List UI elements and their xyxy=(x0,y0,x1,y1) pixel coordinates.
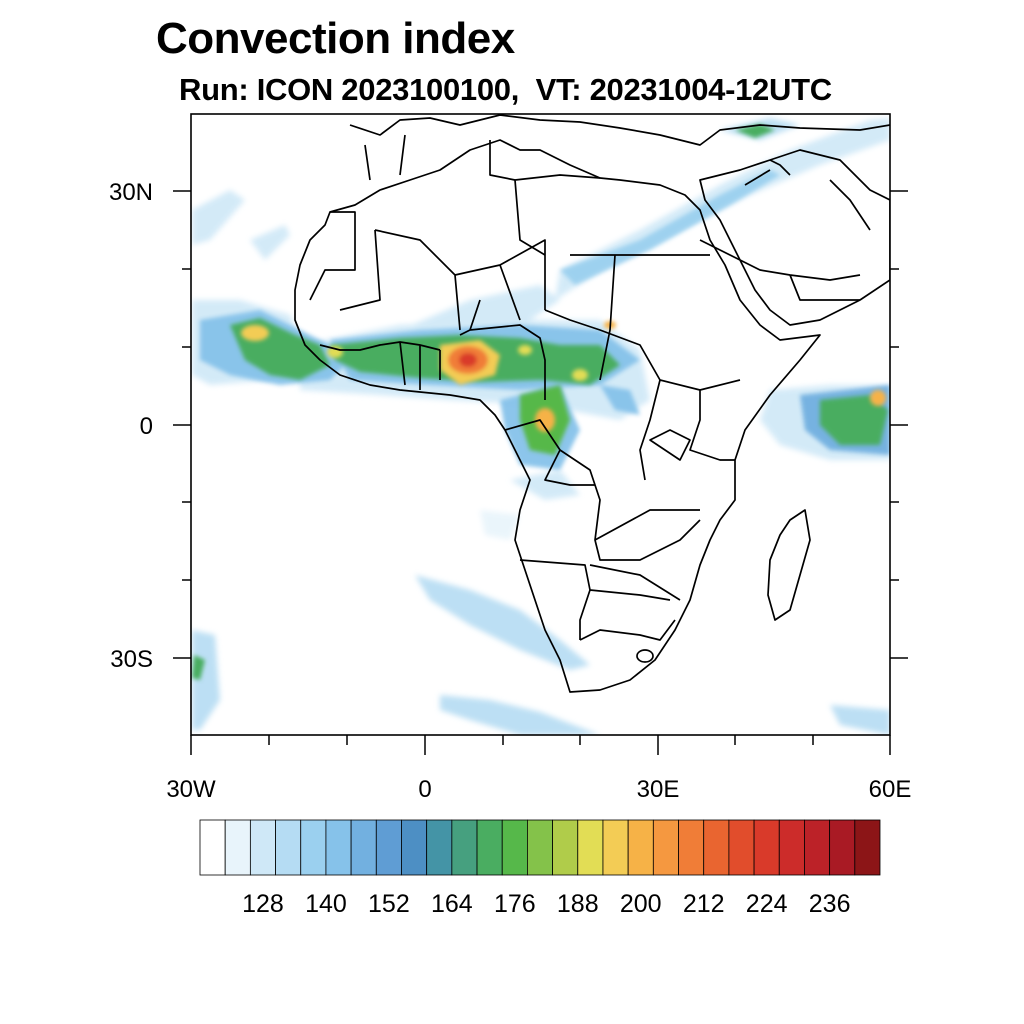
x-tick-label-0: 0 xyxy=(418,776,431,803)
colorbar-label: 224 xyxy=(746,890,788,918)
map-title: Convection index xyxy=(156,14,515,63)
colorbar-swatch xyxy=(476,819,503,876)
colorbar-labels: 128 140 152 164 176 188 200 212 224 236 xyxy=(242,890,850,918)
colorbar-swatch xyxy=(275,819,302,876)
colorbar-label: 128 xyxy=(242,890,284,918)
y-tick-label-0: 0 xyxy=(140,413,153,440)
colorbar-swatch xyxy=(401,819,428,876)
colorbar-swatch xyxy=(325,819,352,876)
map-subtitle: Run: ICON 2023100100, VT: 20231004-12UTC xyxy=(179,72,832,107)
africa-coastline xyxy=(294,139,821,693)
colorbar-swatch xyxy=(300,819,327,876)
colorbar-label: 236 xyxy=(809,890,851,918)
arabia-coastline xyxy=(699,149,890,326)
colorbar xyxy=(199,819,881,876)
colorbar-swatch xyxy=(854,819,881,876)
y-tick-label-30n: 30N xyxy=(109,179,153,206)
colorbar-swatch xyxy=(199,819,226,876)
colorbar-swatch xyxy=(501,819,528,876)
colorbar-label: 140 xyxy=(305,890,347,918)
colorbar-swatch xyxy=(804,819,831,876)
colorbar-swatch xyxy=(728,819,755,876)
colorbar-swatch xyxy=(678,819,705,876)
colorbar-swatch xyxy=(577,819,604,876)
colorbar-swatch xyxy=(627,819,654,876)
colorbar-swatch xyxy=(426,819,453,876)
colorbar-swatch xyxy=(375,819,402,876)
colorbar-label: 152 xyxy=(368,890,410,918)
colorbar-swatch xyxy=(829,819,856,876)
colorbar-swatch xyxy=(602,819,629,876)
map-ticks xyxy=(173,190,908,755)
colorbar-swatch xyxy=(527,819,553,876)
convection-field xyxy=(192,118,890,735)
colorbar-label: 212 xyxy=(683,890,725,918)
y-tick-label-30s: 30S xyxy=(110,646,153,673)
colorbar-label: 188 xyxy=(557,890,599,918)
madagascar xyxy=(767,509,811,621)
colorbar-swatch xyxy=(703,819,730,876)
colorbar-swatch xyxy=(552,819,579,876)
x-tick-label-30w: 30W xyxy=(166,776,216,803)
colorbar-swatch xyxy=(652,819,679,876)
colorbar-label: 176 xyxy=(494,890,536,918)
mediterranean-north xyxy=(349,114,890,146)
colorbar-swatch xyxy=(451,819,478,876)
x-tick-label-60e: 60E xyxy=(869,776,912,803)
colorbar-label: 200 xyxy=(620,890,662,918)
colorbar-swatch xyxy=(249,819,276,876)
map-boundaries xyxy=(294,114,890,693)
colorbar-label: 164 xyxy=(431,890,473,918)
colorbar-swatch xyxy=(753,819,780,876)
colorbar-swatch xyxy=(778,819,805,876)
colorbar-swatch xyxy=(224,819,251,876)
x-tick-label-30e: 30E xyxy=(637,776,680,803)
colorbar-swatch xyxy=(350,819,377,876)
